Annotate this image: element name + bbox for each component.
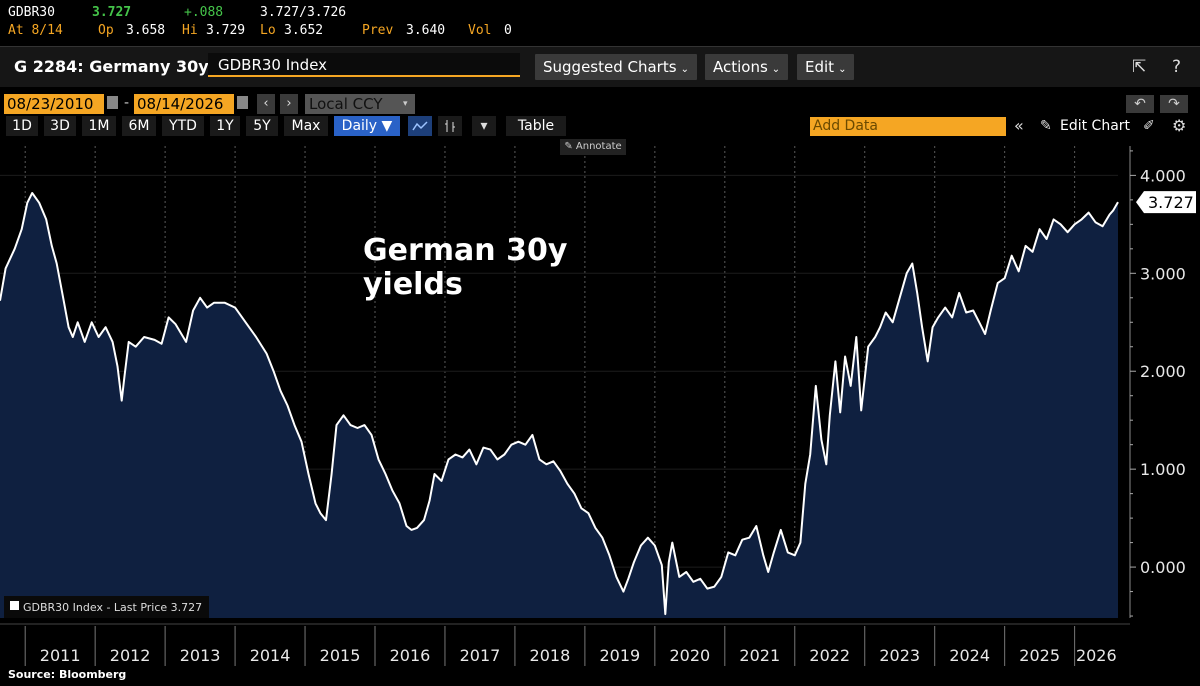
low-value: 3.652: [284, 23, 324, 38]
open-label: Op: [98, 23, 114, 38]
suggested-charts-button[interactable]: Suggested Charts ⌄: [535, 54, 697, 80]
edit-button[interactable]: Edit ⌄: [797, 54, 855, 80]
period-button-ytd[interactable]: YTD: [162, 116, 204, 136]
chevron-down-icon: ⌄: [838, 64, 847, 75]
open-value: 3.658: [126, 23, 166, 38]
end-date-input[interactable]: 08/14/2026: [134, 94, 234, 114]
prev-label: Prev: [362, 23, 394, 38]
x-tick-label: 2022: [809, 646, 850, 665]
dropdown-arrow-icon: ▾: [403, 99, 408, 109]
calendar-icon[interactable]: [107, 96, 118, 109]
period-button-6m[interactable]: 6M: [122, 116, 156, 136]
date-separator: -: [124, 95, 130, 111]
currency-select[interactable]: Local CCY ▾: [305, 94, 415, 114]
period-button-max[interactable]: Max: [284, 116, 328, 136]
redo-icon[interactable]: ↷: [1160, 95, 1188, 113]
add-data-input[interactable]: Add Data: [810, 117, 1006, 136]
collapse-icon[interactable]: «: [1014, 116, 1024, 135]
volume-label: Vol: [468, 23, 492, 38]
last-value-label: 3.727: [1148, 193, 1194, 212]
table-button[interactable]: Table: [506, 116, 566, 136]
x-tick-label: 2024: [949, 646, 990, 665]
draw-icon[interactable]: ✐: [1143, 118, 1155, 134]
x-tick-label: 2017: [460, 646, 501, 665]
x-tick-label: 2023: [879, 646, 920, 665]
start-date-input[interactable]: 08/23/2010: [4, 94, 104, 114]
last-price: 3.727: [92, 5, 132, 20]
chevron-down-icon: ⌄: [771, 64, 781, 75]
annotate-label: Annotate: [575, 141, 622, 152]
actions-button[interactable]: Actions ⌄: [705, 54, 789, 80]
ticker-symbol: GDBR30: [8, 5, 55, 20]
quote-header: GDBR30 3.727 +.088 3.727/3.726 At 8/14 O…: [0, 0, 1200, 44]
actions-label: Actions: [713, 58, 768, 76]
chart-title-line: yields: [363, 267, 463, 302]
annotate-pencil-icon: ✎: [564, 141, 576, 152]
yield-chart[interactable]: 4.000 3.000 2.000 1.000 0.000 3.727 2011 2012 20…: [0, 138, 1200, 668]
x-tick-label: 2020: [669, 646, 710, 665]
bid-ask: 3.727/3.726: [260, 5, 347, 20]
period-button-3d[interactable]: 3D: [44, 116, 76, 136]
y-tick-label: 2.000: [1140, 362, 1186, 381]
chart-title-line: German 30y: [363, 233, 568, 268]
line-chart-icon[interactable]: [408, 116, 432, 136]
legend-box: [4, 596, 209, 618]
legend-swatch: [10, 601, 19, 610]
y-tick-label: 4.000: [1140, 166, 1186, 185]
high-value: 3.729: [206, 23, 246, 38]
x-tick-label: 2026: [1076, 646, 1117, 665]
x-tick-label: 2018: [530, 646, 571, 665]
undo-icon[interactable]: ↶: [1126, 95, 1154, 113]
volume-value: 0: [504, 23, 512, 38]
edit-label: Edit: [805, 58, 835, 76]
y-tick-label: 0.000: [1140, 558, 1186, 577]
series-line: [0, 192, 1119, 616]
date-range-bar: 08/23/2010 - 08/14/2026 ‹ › Local CCY ▾ ↶…: [0, 90, 1200, 116]
pencil-icon: ✎: [1040, 118, 1052, 134]
next-period-icon[interactable]: ›: [280, 94, 298, 114]
x-tick-label: 2021: [739, 646, 780, 665]
x-tick-label: 2019: [600, 646, 641, 665]
suggested-charts-label: Suggested Charts: [543, 58, 677, 76]
help-icon[interactable]: ?: [1172, 57, 1182, 77]
x-tick-label: 2013: [180, 646, 221, 665]
export-icon[interactable]: ⇱: [1132, 57, 1147, 77]
chart-type-dropdown-icon[interactable]: ▾: [472, 116, 496, 136]
period-button-1y[interactable]: 1Y: [210, 116, 240, 136]
chevron-down-icon: ⌄: [680, 64, 689, 75]
period-toolbar: 1D 3D 1M 6M YTD 1Y 5Y Max Daily ▼ ▾ Table Add D…: [0, 116, 1200, 138]
bar-chart-icon[interactable]: [438, 116, 462, 136]
at-time: At 8/14: [8, 23, 63, 38]
edit-chart-button[interactable]: Edit Chart: [1060, 118, 1131, 134]
prev-period-icon[interactable]: ‹: [257, 94, 275, 114]
low-label: Lo: [260, 23, 276, 38]
high-label: Hi: [182, 23, 198, 38]
currency-label: Local CCY: [309, 95, 383, 113]
x-tick-label: 2025: [1019, 646, 1060, 665]
annotate-button[interactable]: ✎ Annotate: [560, 139, 626, 155]
frequency-dropdown[interactable]: Daily ▼: [334, 116, 400, 136]
x-tick-label: 2016: [390, 646, 431, 665]
y-tick-label: 3.000: [1140, 264, 1186, 283]
chart-panel: 4.000 3.000 2.000 1.000 0.000 3.727 2011 2012 20…: [0, 138, 1200, 668]
calendar-icon[interactable]: [237, 96, 248, 109]
series-area: [0, 193, 1118, 618]
prev-value: 3.640: [406, 23, 446, 38]
y-tick-label: 1.000: [1140, 460, 1186, 479]
last-value-tag: [1136, 191, 1196, 214]
period-button-1m[interactable]: 1M: [82, 116, 116, 136]
x-tick-label: 2011: [40, 646, 81, 665]
settings-gear-icon[interactable]: ⚙: [1172, 116, 1187, 135]
legend-label: GDBR30 Index - Last Price 3.727: [23, 601, 202, 614]
x-tick-label: 2012: [110, 646, 151, 665]
price-change: +.088: [184, 5, 224, 20]
x-tick-label: 2014: [250, 646, 291, 665]
title-bar: G 2284: Germany 30y GDBR30 Index Suggest…: [0, 46, 1200, 87]
period-button-1d[interactable]: 1D: [6, 116, 38, 136]
period-button-5y[interactable]: 5Y: [246, 116, 278, 136]
x-tick-label: 2015: [320, 646, 361, 665]
security-title: G 2284: Germany 30y: [14, 57, 209, 76]
ticker-input[interactable]: GDBR30 Index: [208, 53, 520, 77]
source-footer: Source: Bloomberg: [8, 668, 127, 681]
